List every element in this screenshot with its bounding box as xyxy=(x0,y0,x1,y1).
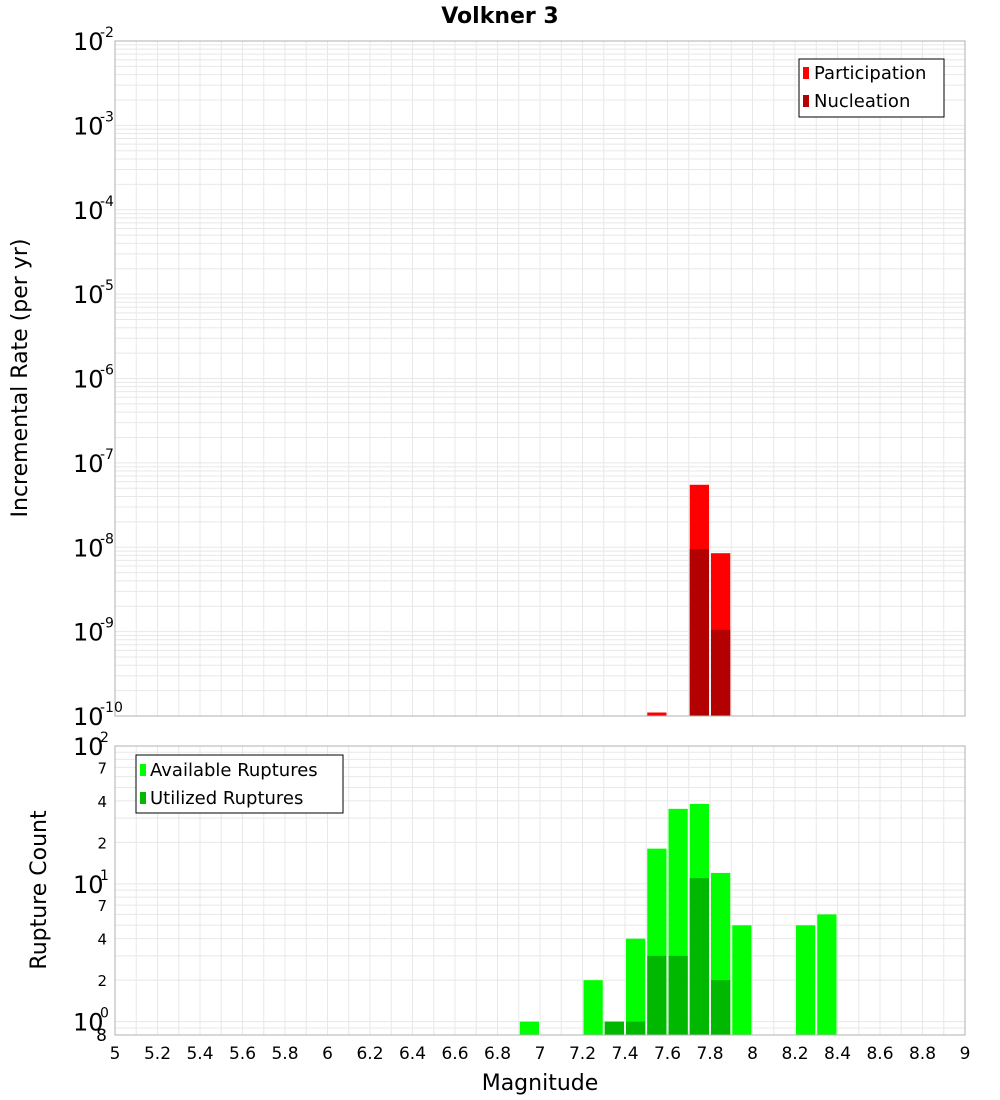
magnitude-x-tick-label: 6 xyxy=(322,1044,333,1064)
rate-y-tick-label: 10 xyxy=(73,366,104,394)
rate-y-tick-label: 10 xyxy=(73,534,104,562)
rate-y-tick-label: 10 xyxy=(73,281,104,309)
rate-y-tick-label: 10 xyxy=(73,619,104,647)
magnitude-x-tick-label: 6.6 xyxy=(441,1044,468,1064)
count-available-bar xyxy=(583,980,603,1035)
magnitude-x-tick-label: 5.2 xyxy=(144,1044,171,1064)
utilized-legend-swatch xyxy=(140,792,146,804)
participation-legend-swatch xyxy=(803,67,809,79)
magnitude-x-tick-label: 8.6 xyxy=(866,1044,893,1064)
magnitude-x-tick-label: 9 xyxy=(960,1044,971,1064)
count-utilized-bar xyxy=(647,955,667,1035)
rate-panel: 10-210-310-410-510-610-710-810-910-10 In… xyxy=(8,25,966,731)
rate-y-tick-label-exponent: -7 xyxy=(100,447,114,463)
count-y-minor-tick-label: 4 xyxy=(97,931,107,949)
magnitude-x-tick-label: 5.4 xyxy=(186,1044,213,1064)
rate-y-tick-label: 10 xyxy=(73,703,104,731)
rate-y-tick-label: 10 xyxy=(73,450,104,478)
rate-y-tick-label-exponent: -8 xyxy=(100,531,114,547)
count-y-tick-label-exponent: 2 xyxy=(100,730,109,746)
count-bars xyxy=(519,803,837,1035)
rate-y-tick-label-exponent: -6 xyxy=(100,363,114,379)
magnitude-x-tick-label: 7.4 xyxy=(611,1044,638,1064)
count-y-minor-tick-label: 4 xyxy=(97,793,107,811)
available-legend-swatch xyxy=(140,764,146,776)
count-utilized-bar xyxy=(689,878,709,1035)
magnitude-x-tick-label: 7.8 xyxy=(696,1044,723,1064)
count-y-tick-label: 10 xyxy=(73,733,104,761)
count-legend: Available Ruptures Utilized Ruptures xyxy=(135,754,344,814)
count-legend-box xyxy=(135,754,344,814)
count-y-minor-tick-label: 2 xyxy=(97,834,107,852)
count-available-bar xyxy=(796,925,816,1035)
rate-nucleation-bar xyxy=(689,549,709,716)
magnitude-x-tick-label: 6.4 xyxy=(399,1044,426,1064)
nucleation-legend-swatch xyxy=(803,95,809,107)
rate-legend-box xyxy=(798,58,945,118)
available-legend-label: Available Ruptures xyxy=(150,760,318,781)
magnitude-x-tick-label: 6.8 xyxy=(484,1044,511,1064)
count-utilized-bar xyxy=(711,980,731,1035)
count-y-minor-tick-label: 7 xyxy=(97,759,107,777)
count-y-tick-label-exponent: 0 xyxy=(100,1006,109,1022)
rate-y-tick-label: 10 xyxy=(73,28,104,56)
magnitude-x-tick-label: 8.8 xyxy=(909,1044,936,1064)
count-utilized-bar xyxy=(626,1021,646,1035)
rate-nucleation-bar xyxy=(711,629,731,716)
rate-plot-frame xyxy=(114,40,966,717)
count-available-bar xyxy=(626,938,646,1035)
rate-y-tick-label-exponent: -3 xyxy=(100,109,114,125)
magnitude-x-tick-label: 7.6 xyxy=(654,1044,681,1064)
count-available-bar xyxy=(817,914,837,1035)
magnitude-x-tick-label: 8 xyxy=(747,1044,758,1064)
chart-title: Volkner 3 xyxy=(441,4,559,29)
count-available-bar xyxy=(519,1021,539,1035)
count-y-tick-label-exponent: 1 xyxy=(100,868,109,884)
count-y-axis-label: Rupture Count xyxy=(27,810,52,970)
count-y-minor-tick-label: 2 xyxy=(97,972,107,990)
rate-participation-bar xyxy=(647,712,667,716)
rate-bars xyxy=(647,484,731,716)
magnitude-x-tick-labels: 5 5.2 5.4 5.6 5.8 6 6.2 6.4 6.6 6.8 7 7.2 7.4 7.6 7.8 8… xyxy=(110,1044,971,1064)
magnitude-x-tick-label: 7.2 xyxy=(569,1044,596,1064)
rate-legend: Participation Nucleation xyxy=(798,58,945,118)
count-utilized-bar xyxy=(668,955,688,1035)
count-y-minor-tick-label: 7 xyxy=(97,897,107,915)
count-y-tick-label: 10 xyxy=(73,871,104,899)
rate-y-tick-label: 10 xyxy=(73,112,104,140)
rate-y-axis-label: Incremental Rate (per yr) xyxy=(8,239,33,518)
rate-y-tick-label-exponent: -4 xyxy=(100,194,114,210)
count-plot-frame xyxy=(114,745,966,1036)
nucleation-legend-label: Nucleation xyxy=(814,91,910,112)
magnitude-x-tick-label: 5.8 xyxy=(271,1044,298,1064)
count-y-minor-tick-label: 8 xyxy=(96,1026,107,1046)
magnitude-x-tick-label: 8.2 xyxy=(781,1044,808,1064)
count-available-bar xyxy=(732,925,752,1035)
participation-legend-label: Participation xyxy=(814,63,926,84)
count-utilized-bar xyxy=(604,1021,624,1035)
magnitude-x-tick-label: 6.2 xyxy=(356,1044,383,1064)
magnitude-x-tick-label: 8.4 xyxy=(824,1044,851,1064)
rate-y-tick-label-exponent: -9 xyxy=(100,616,114,632)
count-y-tick-label: 10 xyxy=(73,1009,104,1037)
rate-gridlines xyxy=(114,40,966,717)
rate-y-tick-label-exponent: -2 xyxy=(100,25,114,41)
rate-y-tick-label-exponent: -10 xyxy=(100,700,123,716)
magnitude-x-tick-label: 5.6 xyxy=(229,1044,256,1064)
rate-y-tick-label: 10 xyxy=(73,197,104,225)
magnitude-x-tick-label: 7 xyxy=(535,1044,546,1064)
magnitude-x-tick-label: 5 xyxy=(110,1044,121,1064)
utilized-legend-label: Utilized Ruptures xyxy=(150,788,303,809)
rate-y-tick-label-exponent: -5 xyxy=(100,278,114,294)
magnitude-x-axis-label: Magnitude xyxy=(482,1071,599,1096)
rate-y-tick-labels: 10-210-310-410-510-610-710-810-910-10 xyxy=(73,25,123,731)
